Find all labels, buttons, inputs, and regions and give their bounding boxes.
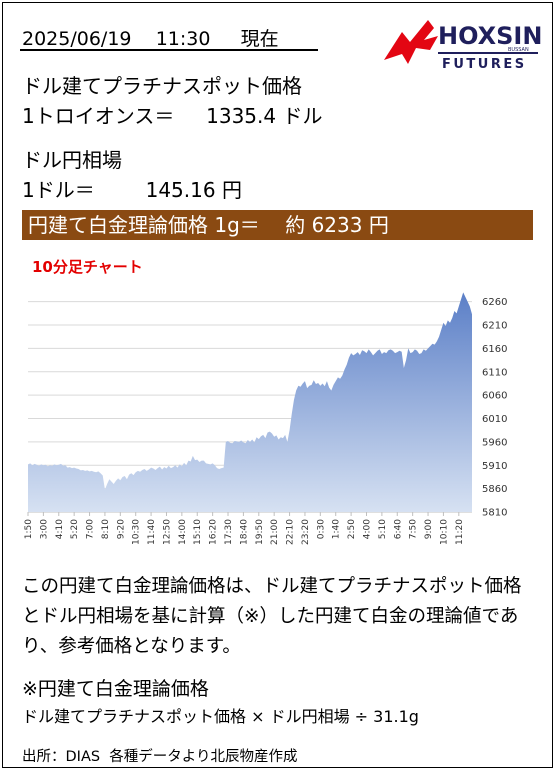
x-tick-label: 1:40 bbox=[332, 519, 342, 539]
x-tick-label: 8:10 bbox=[101, 519, 111, 539]
y-tick-label: 6260 bbox=[482, 297, 507, 308]
banner-currency: 円 bbox=[368, 213, 389, 237]
x-tick-label: 1:50 bbox=[24, 519, 34, 539]
platinum-price-line: 1トロイオンス＝ 1335.4 ドル bbox=[22, 100, 322, 129]
logo-rule bbox=[438, 52, 538, 54]
x-tick-label: 12:50 bbox=[162, 519, 172, 545]
x-tick-label: 16:20 bbox=[209, 519, 219, 545]
x-tick-label: 10:10 bbox=[439, 519, 449, 545]
x-tick-label: 23:20 bbox=[301, 519, 311, 545]
y-tick-label: 5960 bbox=[482, 437, 507, 448]
x-tick-label: 10:30 bbox=[132, 519, 142, 545]
logo-brand-text: HOXSIN bbox=[438, 22, 542, 50]
x-tick-label: 11:20 bbox=[455, 519, 465, 545]
y-tick-label: 6060 bbox=[482, 391, 507, 402]
x-tick-label: 3:00 bbox=[39, 519, 49, 539]
banner-label: 円建て白金理論価格 1g＝ bbox=[28, 213, 260, 237]
x-tick-label: 6:40 bbox=[393, 519, 403, 539]
description-text: この円建て白金理論価格は、ドル建てプラチナスポット価格とドル円相場を基に計算（※… bbox=[22, 576, 522, 657]
y-tick-label: 5860 bbox=[482, 484, 507, 495]
x-tick-label: 9:20 bbox=[116, 519, 126, 539]
x-tick-label: 15:10 bbox=[193, 519, 203, 545]
formula-title: ※円建て白金理論価格 bbox=[22, 678, 209, 700]
fx-unit-label: 1ドル＝ bbox=[22, 178, 95, 202]
y-tick-label: 5910 bbox=[482, 461, 507, 472]
logo-tiny-text: BUSSAN bbox=[508, 47, 529, 53]
platinum-unit-label: 1トロイオンス＝ bbox=[22, 104, 175, 128]
source-text: 出所：DIAS 各種データより北辰物産作成 bbox=[22, 749, 298, 765]
x-tick-label: 5:10 bbox=[378, 519, 388, 539]
y-tick-label: 6210 bbox=[482, 321, 507, 332]
chart-title: 10分足チャート bbox=[32, 258, 143, 276]
fx-rate-line: 1ドル＝ 145.16 円 bbox=[22, 174, 242, 203]
x-tick-label: 22:10 bbox=[286, 519, 296, 545]
logo-mark bbox=[384, 20, 438, 64]
x-tick-label: 5:20 bbox=[70, 519, 80, 539]
x-tick-label: 17:30 bbox=[224, 519, 234, 545]
date-text: 2025/06/19 bbox=[22, 28, 132, 50]
x-tick-label: 21:00 bbox=[270, 519, 280, 545]
price-area-series bbox=[28, 292, 472, 512]
x-tick-label: 11:40 bbox=[147, 519, 157, 545]
y-tick-label: 5810 bbox=[482, 508, 507, 519]
datetime-underline bbox=[20, 49, 318, 51]
x-tick-label: 7:00 bbox=[86, 519, 96, 539]
x-tick-label: 0:30 bbox=[316, 519, 326, 539]
time-text: 11:30 bbox=[155, 28, 211, 50]
x-tick-label: 9:00 bbox=[424, 519, 434, 539]
datetime-label: 2025/06/19 11:30 現在 bbox=[22, 24, 279, 51]
banner-value: 6233 bbox=[311, 213, 363, 237]
x-tick-label: 4:00 bbox=[362, 519, 372, 539]
theoretical-price-banner: 円建て白金理論価格 1g＝ 約 6233 円 bbox=[22, 210, 533, 240]
hoxsin-logo: HOXSIN BUSSAN FUTURES bbox=[384, 20, 542, 72]
x-tick-label: 4:10 bbox=[55, 519, 65, 539]
fx-rate-value: 145.16 bbox=[145, 178, 216, 202]
x-tick-label: 19:50 bbox=[255, 519, 265, 545]
logo-sub-text: FUTURES bbox=[442, 57, 527, 72]
y-tick-label: 6160 bbox=[482, 344, 507, 355]
platinum-label: ドル建てプラチナスポット価格 bbox=[22, 74, 302, 98]
banner-approx: 約 bbox=[285, 213, 306, 237]
x-tick-label: 14:00 bbox=[178, 519, 188, 545]
price-chart: 6260 6210 6160 6110 6060 6010 5960 5910 5860 5810… bbox=[24, 292, 507, 545]
fx-label: ドル円相場 bbox=[22, 148, 122, 172]
now-text: 現在 bbox=[240, 28, 279, 50]
fx-currency: 円 bbox=[221, 178, 242, 202]
formula-text: ドル建てプラチナスポット価格 × ドル円相場 ÷ 31.1g bbox=[22, 707, 419, 726]
platinum-price-value: 1335.4 bbox=[206, 104, 277, 128]
x-tick-label: 7:50 bbox=[409, 519, 419, 539]
x-tick-label: 18:40 bbox=[239, 519, 249, 545]
y-tick-label: 6010 bbox=[482, 414, 507, 425]
y-tick-label: 6110 bbox=[482, 367, 507, 378]
platinum-currency: ドル bbox=[282, 104, 323, 128]
x-tick-label: 2:50 bbox=[347, 519, 357, 539]
